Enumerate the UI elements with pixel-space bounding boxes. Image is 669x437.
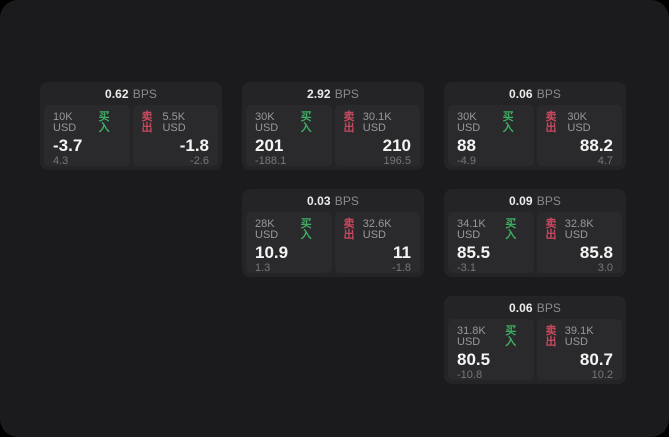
buy-panel[interactable]: 31.8K USD 买入 80.5 -10.8 [448,319,534,380]
bps-unit-label: BPS [334,86,360,101]
card-body: 10K USD 买入 -3.7 4.3 卖出 5.5K USD -1.8 -2.… [40,105,222,166]
buy-price: 85.5 [457,243,491,262]
buy-panel[interactable]: 28K USD 买入 10.9 1.3 [246,212,332,273]
buy-price: 201 [255,136,284,155]
card-body: 34.1K USD 买入 85.5 -3.1 卖出 32.8K USD 85.8… [444,212,626,273]
buy-price: 10.9 [255,243,289,262]
bps-header: 0.06 BPS [444,82,626,105]
buy-price: 88 [457,136,476,155]
sell-delta: 3.0 [597,261,613,274]
sell-button[interactable]: 卖出 [343,111,355,134]
buy-amount: 34.1K USD [457,218,486,241]
sell-delta: 4.7 [597,154,613,167]
sell-price: 85.8 [579,243,613,262]
sell-panel[interactable]: 卖出 32.6K USD 11 -1.8 [334,212,420,274]
sell-button[interactable]: 卖出 [141,111,153,134]
sell-amount: 32.6K USD [362,218,392,241]
bps-value: 2.92 [306,86,331,101]
bps-unit-label: BPS [334,193,360,208]
sell-panel[interactable]: 卖出 30.1K USD 210 196.5 [334,105,420,167]
sell-delta: -2.6 [190,154,209,167]
quote-card: 2.92 BPS 30K USD 买入 201 -188.1 卖出 30.1K … [242,82,424,170]
buy-button[interactable]: 买入 [98,111,110,134]
bps-header: 0.09 BPS [444,189,626,212]
bps-unit-label: BPS [132,86,158,101]
quote-card: 0.09 BPS 34.1K USD 买入 85.5 -3.1 卖出 32.8K… [444,189,626,277]
bps-unit-label: BPS [536,86,562,101]
bps-unit-label: BPS [536,193,562,208]
buy-delta: 1.3 [255,261,271,274]
bps-value: 0.09 [508,193,533,208]
sell-button[interactable]: 卖出 [545,111,557,134]
bps-header: 0.03 BPS [242,189,424,212]
bps-value: 0.06 [508,86,533,101]
buy-button[interactable]: 买入 [502,111,514,134]
bps-value: 0.62 [104,86,129,101]
sell-panel[interactable]: 卖出 32.8K USD 85.8 3.0 [536,212,622,274]
sell-amount: 39.1K USD [564,325,594,348]
bps-header: 0.62 BPS [40,82,222,105]
sell-amount: 5.5K USD [162,111,186,134]
buy-panel[interactable]: 30K USD 买入 88 -4.9 [448,105,534,166]
quote-card: 0.62 BPS 10K USD 买入 -3.7 4.3 卖出 5.5K USD… [40,82,222,170]
sell-amount: 32.8K USD [564,218,594,241]
quote-card: 0.06 BPS 31.8K USD 买入 80.5 -10.8 卖出 39.1… [444,296,626,384]
quote-card: 0.06 BPS 30K USD 买入 88 -4.9 卖出 30K USD 8… [444,82,626,170]
sell-panel[interactable]: 卖出 39.1K USD 80.7 10.2 [536,319,622,381]
sell-panel[interactable]: 卖出 30K USD 88.2 4.7 [536,105,622,167]
sell-amount: 30.1K USD [362,111,392,134]
buy-button[interactable]: 买入 [505,325,517,348]
bps-unit-label: BPS [536,300,562,315]
sell-amount: 30K USD [567,111,591,134]
sell-delta: 10.2 [591,368,613,381]
bps-value: 0.03 [306,193,331,208]
buy-amount: 30K USD [255,111,279,134]
buy-delta: -3.1 [457,261,476,274]
buy-button[interactable]: 买入 [505,218,517,241]
buy-amount: 10K USD [53,111,77,134]
buy-delta: 4.3 [53,154,69,167]
buy-panel[interactable]: 30K USD 买入 201 -188.1 [246,105,332,166]
card-body: 30K USD 买入 88 -4.9 卖出 30K USD 88.2 4.7 [444,105,626,166]
buy-button[interactable]: 买入 [300,111,312,134]
sell-price: -1.8 [179,136,209,155]
card-body: 31.8K USD 买入 80.5 -10.8 卖出 39.1K USD 80.… [444,319,626,380]
buy-panel[interactable]: 34.1K USD 买入 85.5 -3.1 [448,212,534,273]
buy-price: 80.5 [457,350,491,369]
sell-price: 210 [382,136,411,155]
buy-delta: -10.8 [457,368,483,381]
buy-amount: 28K USD [255,218,279,241]
card-body: 30K USD 买入 201 -188.1 卖出 30.1K USD 210 1… [242,105,424,166]
buy-delta: -188.1 [255,154,287,167]
sell-button[interactable]: 卖出 [545,218,557,241]
sell-button[interactable]: 卖出 [545,325,557,348]
sell-delta: -1.8 [392,261,411,274]
buy-price: -3.7 [53,136,83,155]
quote-card: 0.03 BPS 28K USD 买入 10.9 1.3 卖出 32.6K US… [242,189,424,277]
sell-price: 88.2 [579,136,613,155]
sell-price: 11 [393,243,411,262]
buy-amount: 30K USD [457,111,481,134]
sell-panel[interactable]: 卖出 5.5K USD -1.8 -2.6 [132,105,218,167]
buy-panel[interactable]: 10K USD 买入 -3.7 4.3 [44,105,130,166]
buy-button[interactable]: 买入 [300,218,312,241]
card-body: 28K USD 买入 10.9 1.3 卖出 32.6K USD 11 -1.8 [242,212,424,273]
buy-delta: -4.9 [457,154,476,167]
sell-price: 80.7 [579,350,613,369]
bps-value: 0.06 [508,300,533,315]
bps-header: 0.06 BPS [444,296,626,319]
buy-amount: 31.8K USD [457,325,486,348]
sell-delta: 196.5 [383,154,411,167]
sell-button[interactable]: 卖出 [343,218,355,241]
bps-header: 2.92 BPS [242,82,424,105]
